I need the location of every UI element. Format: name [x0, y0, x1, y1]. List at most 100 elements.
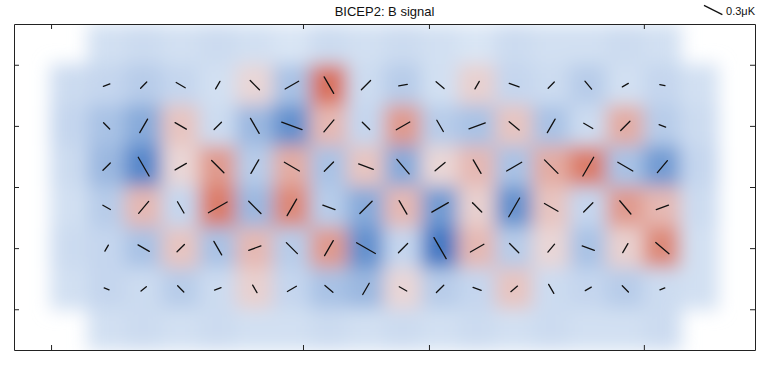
cell [273, 24, 311, 65]
polarization-stick [177, 202, 184, 213]
cell [125, 227, 163, 269]
cell [125, 309, 163, 350]
polarization-stick [656, 205, 668, 209]
y-axis [14, 25, 19, 351]
tick-mark [750, 126, 755, 127]
cell [273, 64, 311, 106]
cell [532, 146, 570, 188]
cell [532, 309, 570, 350]
cell [125, 146, 163, 188]
polarization-stick [436, 82, 444, 89]
tick-mark [750, 248, 755, 249]
cell [347, 146, 385, 188]
cell [199, 24, 237, 65]
cell [88, 146, 126, 188]
polarization-stick [212, 160, 224, 172]
cell [384, 146, 422, 188]
cell [532, 227, 570, 269]
cell [236, 227, 274, 269]
polarization-stick [324, 77, 334, 94]
polarization-stick [284, 162, 299, 171]
cell [680, 105, 718, 147]
polarization-stick [253, 285, 257, 293]
cell [569, 268, 607, 310]
polarization-stick [251, 160, 259, 174]
cell [569, 105, 607, 147]
tick-mark [429, 24, 430, 29]
cell [51, 64, 89, 106]
cell [606, 105, 644, 147]
cell [569, 146, 607, 188]
tick-mark [429, 345, 430, 350]
polarization-stick [138, 157, 149, 176]
cell [680, 146, 718, 188]
cell [199, 268, 237, 310]
polarization-stick [140, 119, 148, 133]
vectors [103, 77, 669, 295]
tick-mark [303, 24, 304, 29]
cell [680, 64, 718, 106]
tick-mark [14, 65, 19, 66]
cell [421, 146, 459, 188]
cell [421, 309, 459, 350]
cell [421, 268, 459, 310]
polarization-stick [396, 122, 410, 130]
polarization-stick [473, 160, 481, 174]
cell [606, 187, 644, 229]
polarization-stick [548, 82, 554, 88]
cell [495, 187, 533, 229]
cell [310, 268, 348, 310]
cell [569, 24, 607, 65]
cell [199, 309, 237, 350]
polarization-stick [249, 246, 261, 250]
scale-bar-line [704, 5, 722, 14]
polarization-stick [544, 203, 558, 211]
tick [14, 309, 19, 310]
cell [51, 105, 89, 147]
plot [14, 24, 756, 351]
cell [680, 187, 718, 229]
cell [125, 24, 163, 65]
polarization-stick [286, 243, 297, 254]
tick-mark [14, 126, 19, 127]
cell [384, 187, 422, 229]
cell [495, 24, 533, 65]
polarization-stick [103, 163, 110, 170]
cell [643, 105, 681, 147]
polarization-stick [585, 287, 591, 290]
cell [643, 146, 681, 188]
tick-mark [750, 65, 755, 66]
chart: BICEP2: B signal0.3μK [0, 0, 761, 366]
tick [644, 345, 645, 350]
cell [421, 227, 459, 269]
tick-mark [303, 345, 304, 350]
cell [384, 268, 422, 310]
cell [88, 105, 126, 147]
cell [680, 268, 718, 310]
cell [347, 187, 385, 229]
x-axis-top [15, 24, 756, 29]
marks [51, 24, 719, 350]
cell [125, 268, 163, 310]
cell [384, 309, 422, 350]
cell [310, 146, 348, 188]
tick [303, 24, 304, 29]
polarization-stick [507, 162, 522, 171]
polarization-stick [250, 118, 259, 133]
tick-mark [750, 187, 755, 188]
polarization-stick [399, 201, 407, 215]
tick [303, 345, 304, 350]
polarization-stick [362, 122, 369, 129]
cell [458, 309, 496, 350]
cell [458, 105, 496, 147]
cell [162, 187, 200, 229]
cell [606, 24, 644, 65]
cell [458, 146, 496, 188]
cell [458, 64, 496, 106]
cell [347, 64, 385, 106]
polarization-stick [548, 244, 555, 252]
cell [310, 24, 348, 65]
cell [236, 105, 274, 147]
cell [606, 146, 644, 188]
cell [569, 187, 607, 229]
